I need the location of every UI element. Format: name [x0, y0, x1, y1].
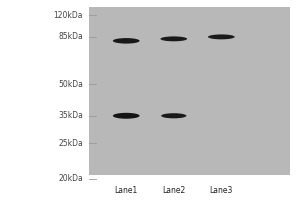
Ellipse shape — [113, 113, 140, 119]
FancyBboxPatch shape — [89, 7, 290, 175]
Text: Lane1: Lane1 — [115, 186, 138, 195]
Text: Lane3: Lane3 — [210, 186, 233, 195]
Ellipse shape — [160, 36, 187, 41]
Text: 35kDa: 35kDa — [58, 111, 83, 120]
Text: 25kDa: 25kDa — [58, 139, 83, 148]
Text: 50kDa: 50kDa — [58, 80, 83, 89]
Text: 85kDa: 85kDa — [58, 32, 83, 41]
Text: 20kDa: 20kDa — [58, 174, 83, 183]
Text: 120kDa: 120kDa — [54, 11, 83, 20]
Ellipse shape — [161, 113, 186, 118]
Ellipse shape — [113, 38, 140, 44]
Text: Lane2: Lane2 — [162, 186, 185, 195]
Ellipse shape — [208, 34, 235, 39]
